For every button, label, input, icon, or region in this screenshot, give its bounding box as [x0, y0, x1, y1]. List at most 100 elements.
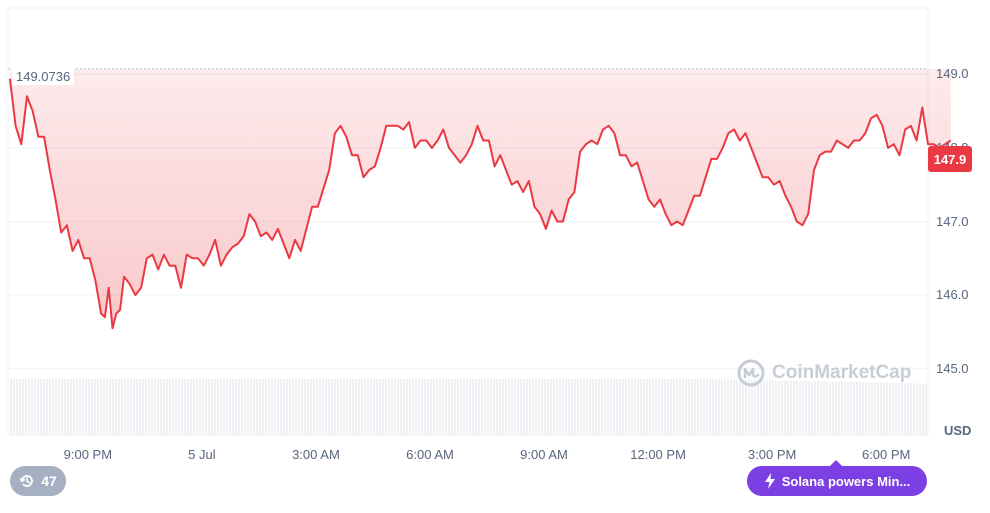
volume-bar: [409, 379, 411, 435]
news-pill-button[interactable]: Solana powers Min...: [747, 466, 927, 496]
volume-bar: [526, 379, 528, 435]
volume-bar: [592, 379, 594, 435]
volume-bar: [271, 379, 273, 435]
volume-bar: [217, 379, 219, 435]
volume-bar: [136, 379, 138, 435]
watermark-text: CoinMarketCap: [772, 362, 912, 383]
volume-bar: [214, 379, 216, 435]
volume-bar: [496, 379, 498, 435]
volume-bar: [478, 379, 480, 435]
x-tick-label: 9:00 AM: [520, 447, 568, 462]
volume-bar: [187, 379, 189, 435]
volume-bar: [739, 379, 741, 435]
volume-bar: [499, 379, 501, 435]
volume-bar: [283, 379, 285, 435]
volume-bar: [769, 380, 771, 435]
volume-bar: [196, 379, 198, 435]
volume-bar: [589, 379, 591, 435]
volume-bar: [277, 379, 279, 435]
volume-bar: [28, 379, 30, 435]
volume-bar: [718, 379, 720, 435]
volume-bar: [487, 379, 489, 435]
volume-bar: [463, 379, 465, 435]
volume-bar: [598, 379, 600, 435]
volume-bar: [202, 379, 204, 435]
volume-bar: [490, 379, 492, 435]
volume-bar: [634, 379, 636, 435]
volume-bar: [583, 379, 585, 435]
history-button[interactable]: 47: [10, 466, 66, 496]
volume-bar: [640, 379, 642, 435]
volume-bar: [208, 379, 210, 435]
volume-bar: [553, 379, 555, 435]
volume-bar: [343, 379, 345, 435]
volume-bar: [220, 379, 222, 435]
volume-bar: [250, 379, 252, 435]
volume-bar: [106, 379, 108, 435]
volume-bar: [910, 383, 912, 435]
volume-bar: [310, 379, 312, 435]
volume-bar: [925, 383, 927, 435]
volume-bar: [46, 379, 48, 435]
volume-bar: [301, 379, 303, 435]
volume-bar: [802, 381, 804, 435]
volume-bar: [850, 382, 852, 435]
volume-bar: [331, 379, 333, 435]
volume-bar: [709, 379, 711, 435]
volume-bar: [76, 379, 78, 435]
volume-bar: [544, 379, 546, 435]
volume-bar: [538, 379, 540, 435]
volume-bar: [631, 379, 633, 435]
volume-bar: [892, 382, 894, 435]
volume-bar: [628, 379, 630, 435]
volume-bar: [421, 379, 423, 435]
volume-bar: [514, 379, 516, 435]
volume-bar: [682, 379, 684, 435]
volume-bar: [64, 379, 66, 435]
volume-bar: [265, 379, 267, 435]
volume-bar: [523, 379, 525, 435]
volume-bar: [151, 379, 153, 435]
volume-bar: [712, 379, 714, 435]
volume-bar: [325, 379, 327, 435]
volume-bar: [778, 380, 780, 435]
volume-bar: [493, 379, 495, 435]
x-tick-label: 9:00 PM: [63, 447, 113, 462]
volume-bar: [436, 379, 438, 435]
volume-bar: [754, 380, 756, 435]
volume-bar: [613, 379, 615, 435]
volume-bar: [385, 379, 387, 435]
volume-bar: [382, 379, 384, 435]
volume-bar: [169, 379, 171, 435]
volume-bar: [307, 379, 309, 435]
x-tick-label: 5 Jul: [188, 447, 216, 462]
coinmarketcap-logo-icon: [737, 359, 765, 387]
y-tick-label: 147.0: [936, 213, 969, 229]
volume-bar: [52, 379, 54, 435]
volume-bar: [676, 379, 678, 435]
volume-bar: [403, 379, 405, 435]
volume-bar: [748, 379, 750, 435]
volume-bar: [889, 382, 891, 435]
reference-price-label: 149.0736: [12, 68, 75, 85]
volume-bar: [10, 379, 12, 435]
volume-bar: [193, 379, 195, 435]
current-price-badge: 147.9: [928, 146, 972, 172]
volume-bar: [37, 379, 39, 435]
volume-bar: [877, 382, 879, 435]
volume-bar: [577, 379, 579, 435]
volume-bar: [154, 379, 156, 435]
volume-bar: [580, 379, 582, 435]
volume-bar: [205, 379, 207, 435]
volume-bar: [622, 379, 624, 435]
volume-bar: [550, 379, 552, 435]
lightning-icon: [764, 473, 775, 489]
volume-bar: [904, 383, 906, 435]
volume-bar: [898, 382, 900, 435]
volume-bar: [469, 379, 471, 435]
volume-bar: [367, 379, 369, 435]
volume-bar: [427, 379, 429, 435]
volume-bar: [667, 379, 669, 435]
volume-bar: [619, 379, 621, 435]
